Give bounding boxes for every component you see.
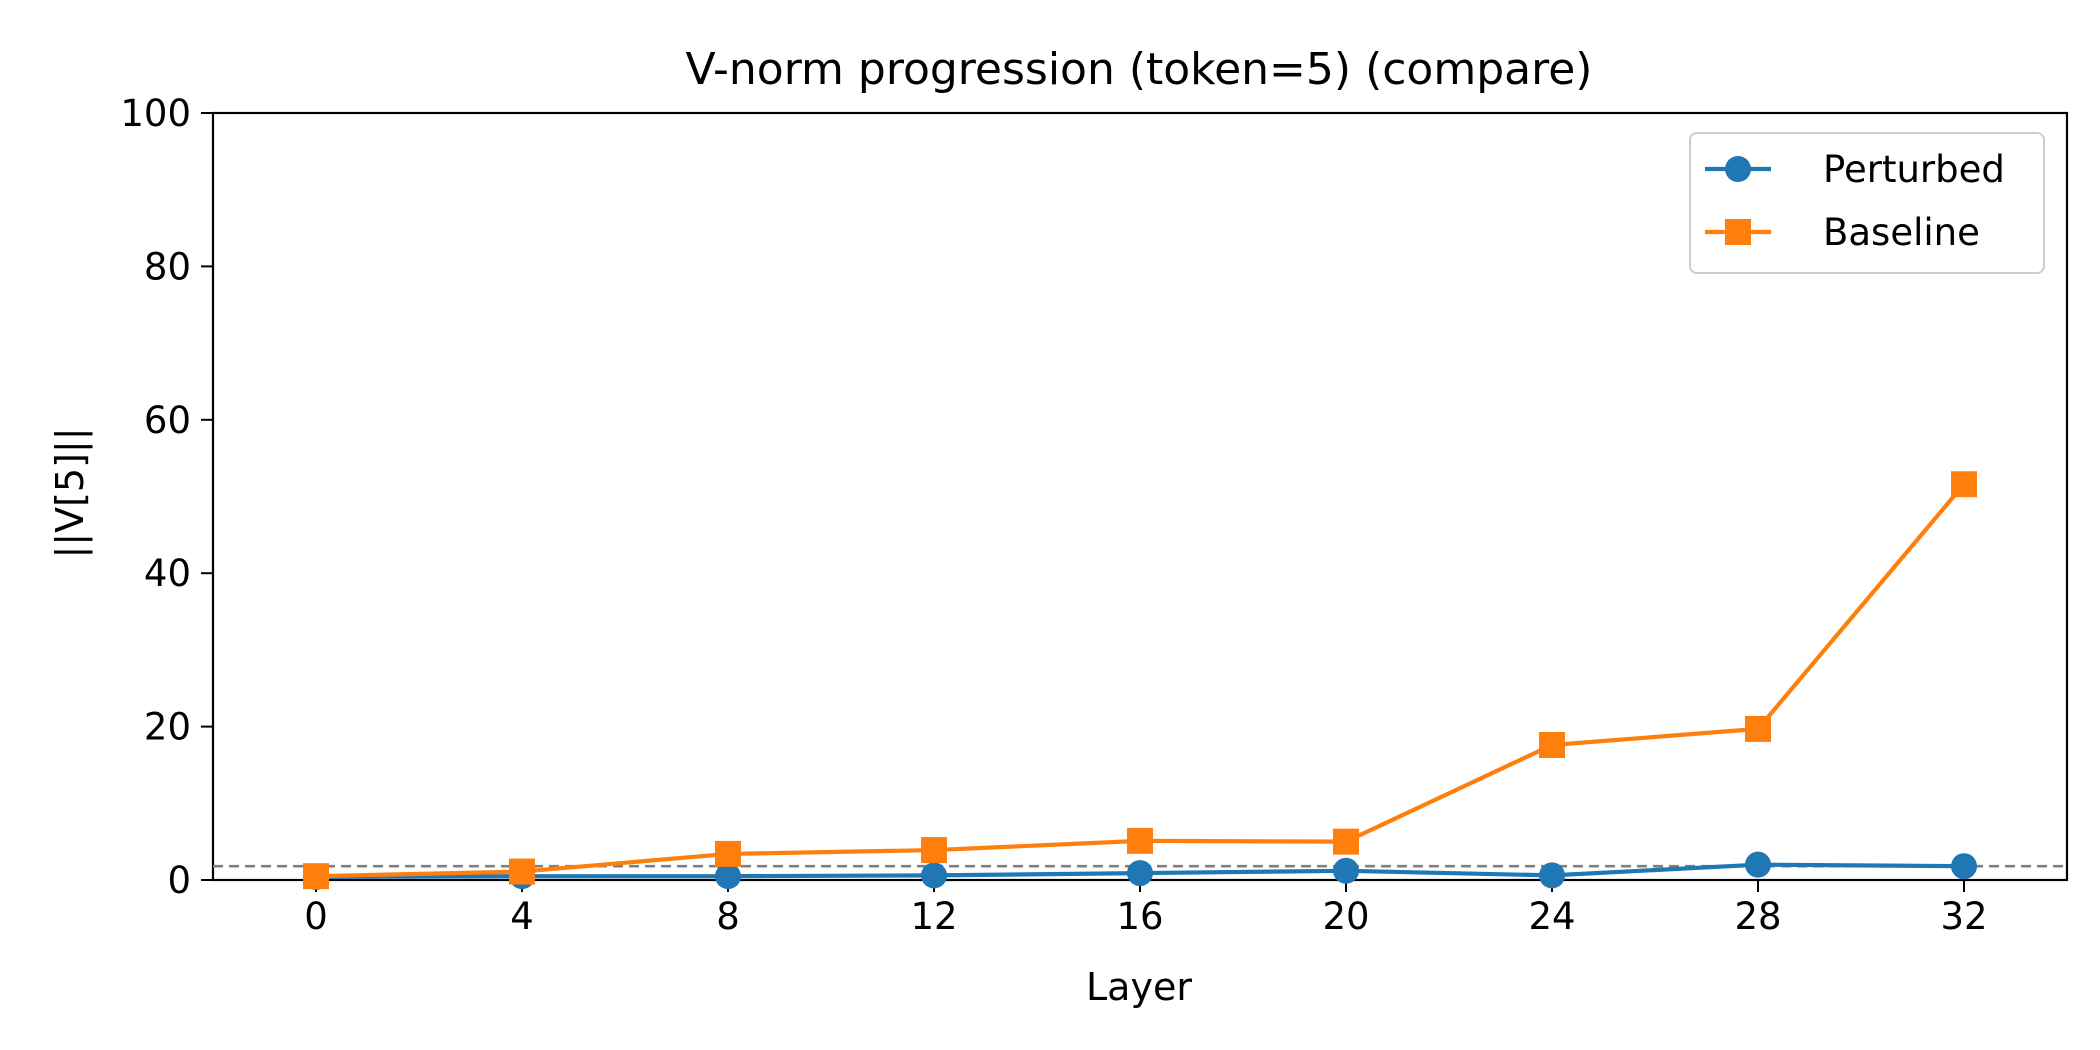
plot-area: 0 4 8 12 16 20 24 28 32 0 20 40 60 80 100 [120,92,2069,938]
y-tick-label: 80 [144,245,191,288]
data-point [1951,471,1977,498]
series-baseline [303,471,1977,890]
legend-marker [1725,219,1751,245]
data-point [1951,853,1977,880]
y-tick-label: 60 [144,399,191,442]
data-point [715,863,741,890]
legend-marker [1725,156,1751,182]
legend-box [1689,132,2045,274]
data-point [715,840,741,867]
data-point [303,863,329,890]
data-point [1745,715,1771,742]
y-axis-label: ||V[5]|| [48,427,93,558]
y-tick-label: 20 [144,706,191,749]
x-tick-label: 8 [716,895,740,938]
data-point [1127,860,1153,887]
legend-label: Perturbed [1823,148,2005,191]
data-point [509,858,535,885]
x-tick-label: 12 [910,895,957,938]
x-tick-label: 32 [1940,895,1987,938]
legend-item-perturbed: Perturbed [1705,148,2005,191]
y-tick-label: 100 [120,92,191,135]
x-tick-label: 28 [1734,895,1781,938]
data-point [921,862,947,889]
data-point [1333,828,1359,855]
data-point [1539,862,1565,889]
data-point [1333,857,1359,884]
x-axis-label: Layer [1086,965,1192,1009]
legend: Perturbed Baseline [1689,132,2045,274]
legend-item-baseline: Baseline [1705,211,1980,254]
x-tick-label: 4 [510,895,534,938]
legend-label: Baseline [1823,211,1980,254]
x-tick-label: 0 [304,895,328,938]
data-point [1127,827,1153,854]
x-tick-label: 24 [1528,895,1575,938]
chart-title: V-norm progression (token=5) (compare) [686,44,1593,95]
data-point [1745,851,1771,878]
data-point [1539,732,1565,759]
data-point [921,837,947,864]
x-tick-label: 20 [1322,895,1369,938]
y-tick-label: 0 [167,859,191,902]
y-tick-label: 40 [144,552,191,595]
x-tick-label: 16 [1116,895,1163,938]
